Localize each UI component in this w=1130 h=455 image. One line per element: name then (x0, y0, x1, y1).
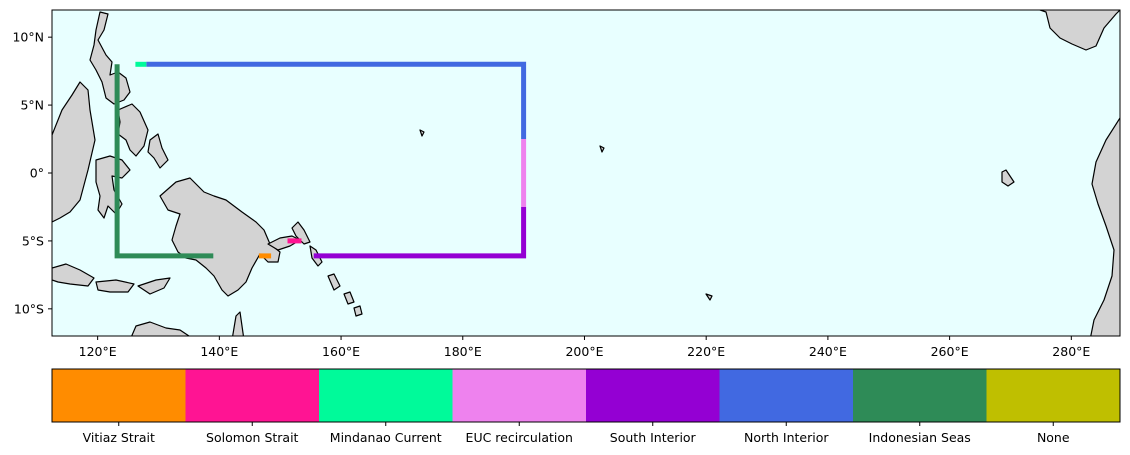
legend-frame (51, 368, 1121, 423)
small-island (419, 129, 425, 137)
philippines-landmass (89, 11, 131, 105)
halmahera-landmass (147, 133, 169, 169)
legend-label: EUC recirculation (466, 430, 573, 445)
y-tick-label: 10°S (14, 301, 44, 316)
boundary-segment-indonesian-seas (114, 64, 214, 259)
timor-island (137, 277, 171, 295)
legend-label: Solomon Strait (206, 430, 299, 445)
australia-landmass (131, 321, 191, 336)
legend-swatch-none (986, 369, 1121, 422)
x-tick-label: 240°E (809, 344, 847, 359)
y-tick-label: 10°N (12, 30, 44, 45)
new-ireland-island (291, 221, 311, 245)
java-landmass (52, 263, 95, 287)
legend-swatch-euc-recirculation (452, 369, 587, 422)
borneo-landmass (52, 81, 96, 223)
y-tick-label: 5°N (20, 98, 44, 113)
small-island (599, 145, 605, 153)
legend-swatch-mindanao-current (319, 369, 453, 422)
new-guinea-landmass (159, 177, 281, 297)
lesser-sunda-islands (95, 279, 135, 293)
boundary-segment-north-interior (146, 61, 527, 139)
x-tick-label: 260°E (931, 344, 969, 359)
x-tick-label: 220°E (687, 344, 725, 359)
x-tick-label: 200°E (565, 344, 603, 359)
sulawesi-landmass (95, 155, 131, 219)
legend-swatch-vitiaz-strait (52, 369, 186, 422)
y-tick-label: 5°S (22, 233, 44, 248)
x-axis: 120°E 140°E 160°E 180°E 200°E 220°E 240°E 260°E… (79, 336, 1090, 359)
legend-label: Vitiaz Strait (83, 430, 155, 445)
legend-label: Indonesian Seas (869, 430, 971, 445)
x-tick-label: 180°E (444, 344, 482, 359)
solomon-islands (327, 273, 363, 317)
small-island (705, 293, 713, 301)
land-masses (52, 10, 1120, 336)
legend-swatch-north-interior (719, 369, 854, 422)
legend-label: None (1037, 430, 1070, 445)
x-tick-label: 140°E (200, 344, 238, 359)
central-america-landmass (1038, 10, 1120, 51)
legend-colorbar: Vitiaz Strait Solomon Strait Mindanao Curr… (51, 368, 1121, 445)
galapagos-islands (1001, 169, 1015, 187)
legend-swatch-solomon-strait (185, 369, 320, 422)
cape-york-landmass (232, 311, 245, 336)
boundary-segment-south-interior (313, 207, 527, 259)
y-tick-label: 0° (30, 166, 44, 181)
x-tick-label: 120°E (79, 344, 117, 359)
x-tick-label: 160°E (322, 344, 360, 359)
legend-swatch-indonesian-seas (853, 369, 987, 422)
ocean-background (52, 10, 1120, 336)
legend-swatch-south-interior (586, 369, 720, 422)
boundary-segments (114, 61, 527, 259)
south-america-landmass (1090, 117, 1120, 336)
y-axis: 10°N 5°N 0° 5°S 10°S (12, 30, 52, 316)
x-tick-label: 280°E (1052, 344, 1090, 359)
legend-label: South Interior (610, 430, 697, 445)
legend-label: North Interior (744, 430, 829, 445)
legend-label: Mindanao Current (330, 430, 442, 445)
